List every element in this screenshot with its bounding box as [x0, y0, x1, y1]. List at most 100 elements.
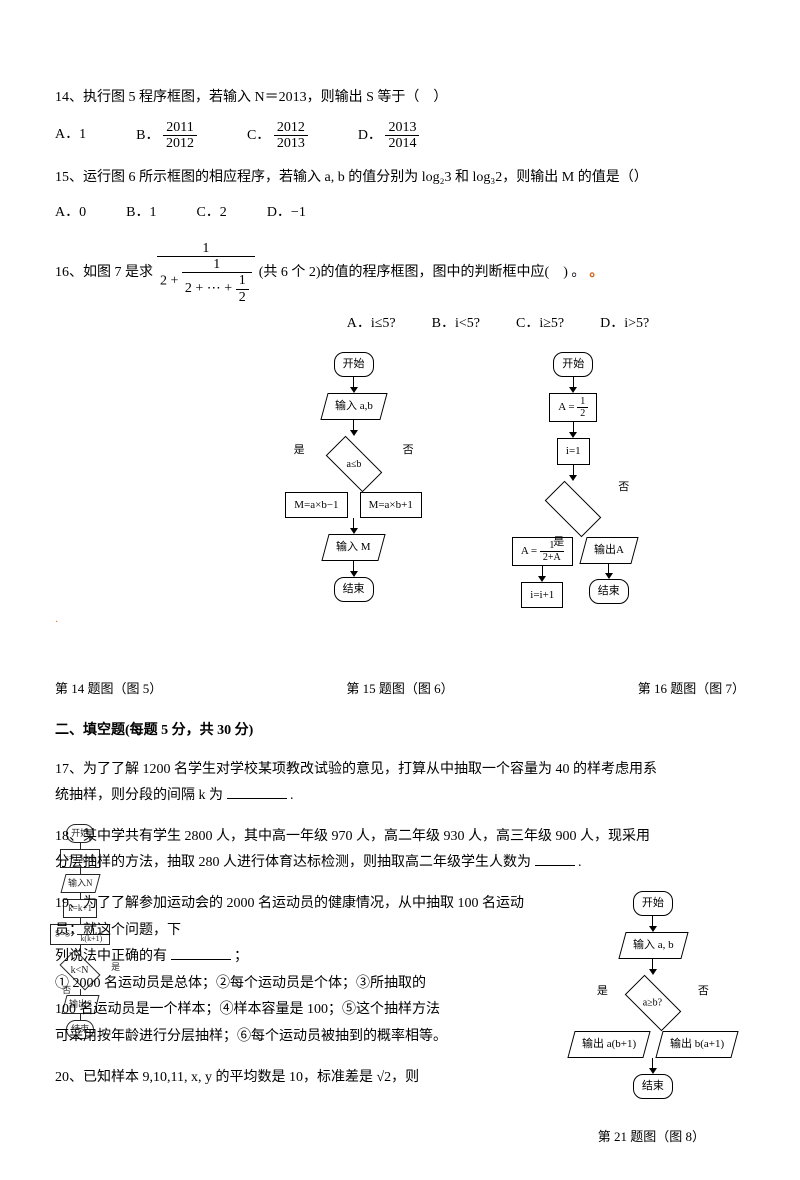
fc7-i1n: 1: [577, 396, 588, 408]
frac-num: 2012: [274, 120, 308, 136]
fc8-diamond: a≥b?: [625, 975, 682, 1032]
fc8-input-text: 输入 a, b: [633, 935, 674, 956]
flowchart-7: 开始 A = 12 i=1 否 是 A = 12+A i=i+1 输出A: [512, 352, 635, 609]
overlay-region: 开始 s=1,k=0 输入N k=k+1 S=S+ 1k(k+1) 是 k<N …: [55, 824, 745, 1150]
small-orange-dot: ·: [55, 613, 745, 632]
q16-options: A．i≤5? B．i<5? C．i≥5? D．i>5?: [55, 311, 745, 338]
frac-d: 2013 2014: [385, 120, 419, 152]
q16-optB: B．i<5?: [432, 311, 480, 338]
fc7-init1-l: A =: [558, 401, 574, 413]
fc6-diamond: a≤b: [325, 435, 382, 492]
q19-semi: ；: [234, 949, 248, 964]
cf-n1: 1: [157, 241, 255, 257]
question-15: 15、运行图 6 所示框图的相应程序，若输入 a, b 的值分别为 log₂3 …: [55, 165, 745, 226]
fc8-right-text: 输出 b(a+1): [670, 1034, 724, 1055]
q16-suffix: (共 6 个 2)的值的程序框图，图中的判断框中应( ) 。: [259, 260, 586, 287]
fc8-no: 否: [698, 981, 709, 1002]
frac-den: 2013: [274, 136, 308, 151]
fc7-no: 否: [618, 477, 629, 498]
cf-d2: 2 + ⋯ + 1 2: [182, 273, 252, 305]
diagrams: 开始 输入 a,b 是 否 a≤b M=a×b−1 M=a×b+1 输入 M 结…: [55, 352, 745, 609]
fc7-out: 输出A: [579, 537, 638, 564]
q18-a: 18、某中学共有学生 2800 人，其中高一年级 970 人，高二年级 930 …: [55, 829, 650, 844]
caption-16: 第 16 题图（图 7）: [638, 677, 745, 702]
frac-den: 2012: [163, 136, 197, 151]
fc7-yes: 是: [553, 532, 564, 553]
q15-text: 15、运行图 6 所示框图的相应程序，若输入 a, b 的值分别为 log₂3 …: [55, 165, 745, 192]
fc6-yes: 是: [294, 440, 305, 461]
cf-d3: 2: [236, 290, 249, 305]
q14-optC-prefix: C．: [247, 128, 270, 143]
fc6-cond: a≤b: [346, 454, 361, 473]
question-17: 17、为了了解 1200 名学生对学校某项教改试验的意见，打算从中抽取一个容量为…: [55, 757, 745, 810]
flowchart-6: 开始 输入 a,b 是 否 a≤b M=a×b−1 M=a×b+1 输入 M 结…: [285, 352, 422, 609]
flowchart-8: 开始 输入 a, b 是 否 a≥b? 输出 a(b+1) 输出 b(a+1) …: [571, 891, 735, 1099]
q15-options: A．0 B．1 C．2 D．−1: [55, 200, 745, 227]
frac-num: 2013: [385, 120, 419, 136]
fc6-branch: M=a×b−1 M=a×b+1: [285, 492, 422, 519]
cf-n3: 1: [236, 273, 249, 289]
fc7-bd: 2+A: [540, 552, 564, 563]
q15-optD: D．−1: [267, 200, 306, 227]
q19-l2: 100 名运动员是一个样本；④样本容量是 100；⑤这个抽样方法: [55, 1002, 440, 1017]
q17-a: 17、为了了解 1200 名学生对学校某项教改试验的意见，打算从中抽取一个容量为…: [55, 762, 657, 777]
fc6-end: 结束: [334, 577, 374, 602]
blank-17: [227, 784, 287, 799]
question-16: 16、如图 7 是求 1 2 + 1 2 + ⋯ + 1 2: [55, 241, 745, 338]
fc6-left: M=a×b−1: [285, 492, 347, 519]
cf-d1a: 2 +: [160, 273, 178, 288]
cf-d1: 2 + 1 2 + ⋯ + 1 2: [157, 257, 255, 305]
q19-b: 列说法中正确的有: [55, 949, 167, 964]
q14-optC: C． 2012 2013: [247, 120, 308, 152]
fc8-left: 输出 a(b+1): [567, 1031, 650, 1058]
q16-prefix: 16、如图 7 是求: [55, 260, 153, 287]
fc6-input-text: 输入 a,b: [335, 396, 373, 417]
frac-b: 2011 2012: [163, 120, 197, 152]
caption-14: 第 14 题图（图 5）: [55, 677, 162, 702]
fc7-init1: A = 12: [549, 393, 597, 422]
q19-l1: ① 2000 名运动员是总体；②每个运动员是个体；③所抽取的: [55, 976, 426, 991]
captions: 第 14 题图（图 5） 第 15 题图（图 6） 第 16 题图（图 7）: [55, 677, 745, 702]
q14-options: A．1 B． 2011 2012 C． 2012 2013 D． 2013 20…: [55, 120, 745, 152]
q14-optD: D． 2013 2014: [358, 120, 420, 152]
fc7-init2: i=1: [557, 438, 590, 465]
caption-8: 第 21 题图（图 8）: [55, 1125, 745, 1150]
cf-n2: 1: [182, 257, 252, 273]
q15-optB: B．1: [126, 200, 156, 227]
fc6-output: 输入 M: [322, 534, 386, 561]
orange-dot: 。: [589, 260, 603, 287]
fc6-start: 开始: [334, 352, 374, 377]
fc8-left-text: 输出 a(b+1): [582, 1034, 636, 1055]
q15-optA: A．0: [55, 200, 86, 227]
fc7-diamond: [545, 480, 602, 537]
fc8-cond: a≥b?: [643, 993, 662, 1012]
fc8-input: 输入 a, b: [618, 932, 688, 959]
frac-num: 2011: [163, 120, 197, 136]
q15-optC: C．2: [196, 200, 226, 227]
fc7-start: 开始: [553, 352, 593, 377]
question-14: 14、执行图 5 程序框图，若输入 N＝2013，则输出 S 等于（ ） A．1…: [55, 85, 745, 151]
fc6-right: M=a×b+1: [360, 492, 422, 519]
fc6-output-text: 输入 M: [336, 537, 371, 558]
q18-b: 分层抽样的方法，抽取 280 人进行体育达标检测，则抽取高二年级学生人数为: [55, 855, 531, 870]
blank-19: [171, 945, 231, 960]
fc8-start: 开始: [633, 891, 673, 916]
q16-line1: 16、如图 7 是求 1 2 + 1 2 + ⋯ + 1 2: [55, 241, 745, 306]
fc8-right: 输出 b(a+1): [655, 1031, 738, 1058]
fc6-input: 输入 a,b: [320, 393, 387, 420]
fc7-body-l: A =: [521, 545, 537, 557]
continued-fraction: 1 2 + 1 2 + ⋯ + 1 2: [157, 241, 255, 306]
q14-optA: A．1: [55, 122, 86, 149]
q19-a: 19、为了了解参加运动会的 2000 名运动员的健康情况，从中抽取 100 名运…: [55, 896, 524, 938]
fc6-no: 否: [403, 440, 414, 461]
q19-l3: 可采用按年龄进行分层抽样；⑥每个运动员被抽到的概率相等。: [55, 1029, 447, 1044]
section-2-title: 二、填空题(每题 5 分，共 30 分): [55, 718, 745, 745]
fc7-i1d: 2: [577, 408, 588, 419]
caption-15: 第 15 题图（图 6）: [346, 677, 453, 702]
q17-b: 统抽样，则分段的间隔 k 为: [55, 788, 223, 803]
q14-optB: B． 2011 2012: [136, 120, 197, 152]
frac-den: 2014: [385, 136, 419, 151]
blank-18: [535, 851, 575, 866]
q16-optC: C．i≥5?: [516, 311, 564, 338]
q14-optB-prefix: B．: [136, 128, 159, 143]
